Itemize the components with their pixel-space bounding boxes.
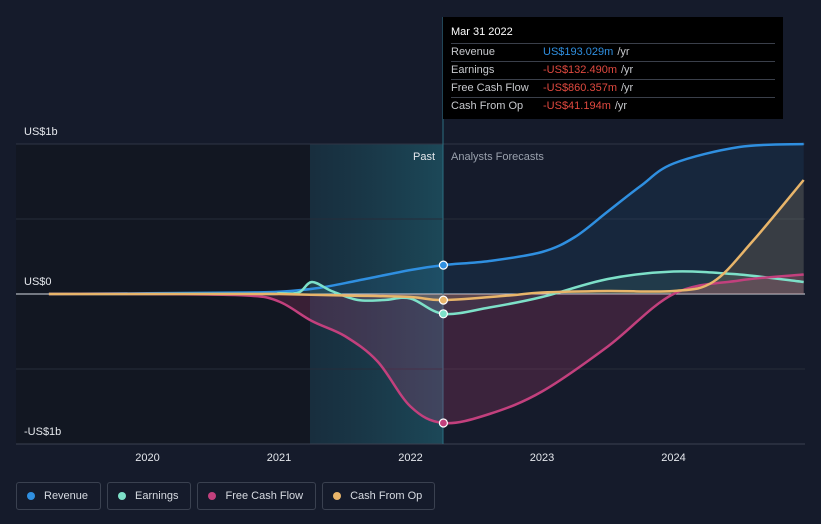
tooltip-label: Free Cash Flow [451, 82, 529, 94]
legend-dot-icon [118, 492, 127, 500]
legend-label: Free Cash Flow [225, 490, 304, 502]
legend-dot-icon [27, 492, 35, 500]
legend-label: Revenue [44, 490, 89, 502]
tooltip-label: Earnings [451, 64, 495, 76]
legend: Revenue Earnings Free Cash Flow Cash Fro… [16, 482, 436, 512]
tooltip: Mar 31 2022 Revenue US$193.029m /yr Earn… [443, 17, 783, 119]
x-tick-label: 2024 [661, 452, 685, 464]
y-label-bottom: -US$1b [24, 426, 62, 438]
tooltip-unit: /yr [617, 46, 630, 58]
series-area-cash-from-op [48, 180, 804, 301]
tooltip-value: -US$132.490m [543, 64, 617, 76]
legend-item-free-cash-flow[interactable]: Free Cash Flow [197, 482, 317, 510]
tooltip-label: Cash From Op [451, 100, 524, 112]
tooltip-row-earnings: Earnings -US$132.490m /yr [451, 61, 775, 79]
tooltip-unit: /yr [614, 100, 628, 112]
x-tick-label: 2020 [135, 452, 159, 464]
tooltip-value: US$193.029m [543, 46, 614, 58]
highlight-point-cash-from-op[interactable] [438, 295, 448, 305]
series-line-revenue [48, 142, 804, 296]
tooltip-value: -US$860.357m [543, 82, 617, 94]
series-line-free-cash-flow [48, 273, 804, 425]
tooltip-value: -US$41.194m [543, 100, 611, 112]
forecast-label: Analysts Forecasts [451, 151, 544, 163]
x-tick-label: 2022 [398, 452, 422, 464]
y-label-zero: US$0 [24, 276, 52, 288]
legend-label: Cash From Op [350, 490, 423, 502]
series-area-revenue [48, 144, 804, 294]
x-tick-label: 2023 [530, 452, 554, 464]
highlight-point-free-cash-flow[interactable] [438, 418, 448, 428]
legend-item-earnings[interactable]: Earnings [107, 482, 192, 510]
legend-dot-icon [208, 492, 217, 500]
tooltip-label: Revenue [451, 46, 496, 58]
tooltip-date: Mar 31 2022 [451, 26, 513, 38]
y-label-top: US$1b [24, 126, 58, 138]
tooltip-unit: /yr [621, 82, 634, 94]
past-label: Past [413, 151, 435, 163]
legend-item-revenue[interactable]: Revenue [16, 482, 102, 510]
highlight-point-revenue[interactable] [438, 260, 448, 270]
x-tick-label: 2021 [267, 452, 291, 464]
tooltip-row-fcf: Free Cash Flow -US$860.357m /yr [451, 79, 775, 97]
tooltip-unit: /yr [621, 64, 634, 76]
series-area-free-cash-flow [48, 274, 804, 424]
tooltip-row-cfo: Cash From Op -US$41.194m /yr [451, 97, 775, 115]
series-area-earnings [48, 271, 804, 315]
legend-item-cash-from-op[interactable]: Cash From Op [322, 482, 436, 510]
highlight-point-earnings[interactable] [438, 309, 448, 319]
series-line-cash-from-op [48, 179, 805, 302]
legend-label: Earnings [135, 490, 179, 502]
legend-dot-icon [333, 492, 342, 500]
tooltip-row-revenue: Revenue US$193.029m /yr [451, 43, 775, 61]
